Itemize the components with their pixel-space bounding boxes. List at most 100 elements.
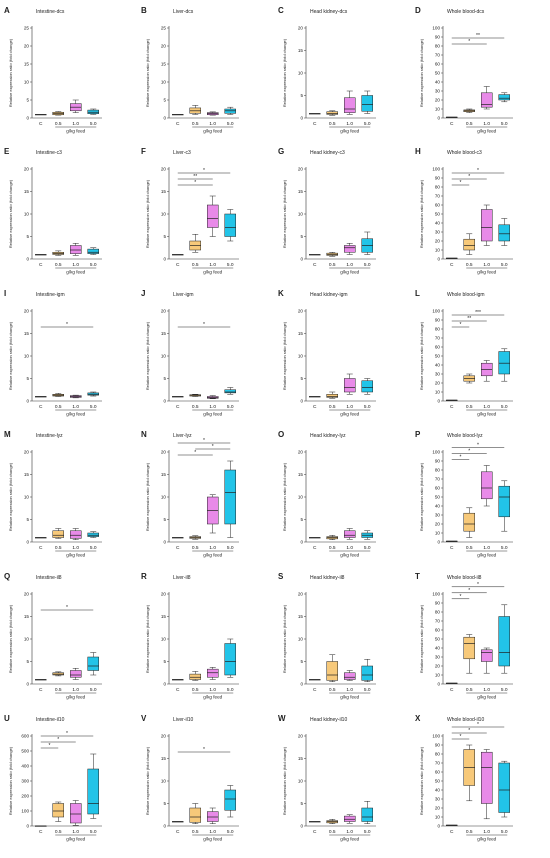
y-axis-label: Relative expression ratio (fold change) <box>145 179 150 248</box>
y-tick-label: 90 <box>435 601 441 606</box>
x-axis-label: g/kg feed <box>203 553 222 558</box>
y-tick-label: 90 <box>435 459 441 464</box>
y-tick-label: 0 <box>163 399 166 404</box>
y-tick-label: 5 <box>163 376 166 381</box>
significance-label: * <box>460 322 462 328</box>
panel-title: Liver-c3 <box>173 150 191 156</box>
panel-letter: I <box>4 289 6 298</box>
y-tick-label: 0 <box>437 399 440 404</box>
box-1.0 <box>481 209 493 242</box>
panel-title: Whole blood-il8 <box>447 575 482 581</box>
panel-title: Liver-lyz <box>173 433 192 439</box>
y-tick-label: 500 <box>21 749 29 754</box>
y-tick-label: 20 <box>435 806 441 811</box>
x-tick-label: 0.5 <box>466 829 473 835</box>
box-5.0 <box>224 643 236 676</box>
y-tick-label: 40 <box>435 80 441 85</box>
x-tick-label: 5.0 <box>364 829 371 835</box>
y-tick-label: 0 <box>300 540 303 545</box>
x-tick-label: 1.0 <box>209 687 216 693</box>
y-tick-label: 40 <box>435 646 441 651</box>
panel-title: Intestine-c3 <box>36 150 62 156</box>
y-tick-label: 200 <box>21 794 29 799</box>
y-axis-label: Relative expression ratio (fold change) <box>145 38 150 107</box>
box-0.5 <box>52 530 64 538</box>
y-tick-label: 0 <box>26 824 29 829</box>
y-tick-label: 20 <box>24 309 30 314</box>
y-tick-label: 20 <box>24 44 30 49</box>
x-tick-label: 1.0 <box>483 829 490 835</box>
y-tick-label: 70 <box>435 194 441 199</box>
y-tick-label: 100 <box>432 26 440 31</box>
x-tick-label: 1.0 <box>72 829 79 835</box>
box-5.0 <box>224 108 236 114</box>
significance-label: * <box>468 174 470 180</box>
x-tick-label: 1.0 <box>483 404 490 410</box>
y-tick-label: 20 <box>435 522 441 527</box>
x-axis-label: g/kg feed <box>340 553 359 558</box>
significance-label: * <box>49 743 51 749</box>
x-tick-label: 1.0 <box>346 121 353 127</box>
significance-label: ** <box>467 316 471 322</box>
significance-label: * <box>66 322 68 328</box>
panel-letter: C <box>278 6 284 15</box>
y-tick-label: 60 <box>435 62 441 67</box>
panel-title: Liver-il8 <box>173 575 191 581</box>
y-tick-label: 100 <box>432 450 440 455</box>
y-axis-label: Relative expression ratio (fold change) <box>282 321 287 390</box>
panel-R: R Liver-il8 Relative expression ratio (fol… <box>141 572 239 700</box>
y-axis-label: Relative expression ratio (fold change) <box>282 604 287 673</box>
panel-letter: G <box>278 147 284 156</box>
panel-title: Intestine-dcs <box>36 9 65 15</box>
x-tick-label: 1.0 <box>72 121 79 127</box>
y-tick-label: 100 <box>432 309 440 314</box>
x-axis-label: g/kg feed <box>340 695 359 700</box>
y-tick-label: 10 <box>161 354 167 359</box>
y-tick-label: 5 <box>163 801 166 806</box>
x-tick-label: 0.5 <box>329 829 336 835</box>
x-tick-label: 1.0 <box>483 545 490 551</box>
x-tick-label: 5.0 <box>364 687 371 693</box>
panel-X: X Whole blood-il10 Relative expression rat… <box>415 714 513 842</box>
y-tick-label: 15 <box>298 756 304 761</box>
box-5.0 <box>498 351 510 375</box>
box-5.0 <box>498 224 510 242</box>
panel-F: F Liver-c3 Relative expression ratio (fold… <box>141 147 239 275</box>
y-tick-label: 10 <box>435 815 441 820</box>
y-axis-label: Relative expression ratio (fold change) <box>282 38 287 107</box>
x-tick-label: 0.5 <box>466 121 473 127</box>
y-tick-label: 15 <box>161 756 167 761</box>
x-tick-label: 5.0 <box>90 121 97 127</box>
panel-D: D Whole blood-dcs Relative expression rati… <box>415 6 513 134</box>
y-axis-label: Relative expression ratio (fold change) <box>419 462 424 531</box>
y-tick-label: 15 <box>298 472 304 477</box>
x-tick-label: 1.0 <box>346 404 353 410</box>
y-tick-label: 5 <box>300 234 303 239</box>
y-tick-label: 30 <box>435 89 441 94</box>
panel-title: Whole blood-lyz <box>447 433 483 439</box>
x-axis-label: g/kg feed <box>477 270 496 275</box>
x-tick-label: 5.0 <box>501 545 508 551</box>
x-tick-label: 5.0 <box>501 687 508 693</box>
y-tick-label: 5 <box>26 659 29 664</box>
x-tick-label: 1.0 <box>72 262 79 268</box>
panel-title: Intestine-igm <box>36 292 65 298</box>
y-tick-label: 15 <box>161 62 167 67</box>
x-axis-label: g/kg feed <box>66 695 85 700</box>
x-tick-label: 5.0 <box>90 687 97 693</box>
box-5.0 <box>224 789 236 811</box>
x-axis-label: g/kg feed <box>477 129 496 134</box>
x-tick-label: 0.5 <box>329 687 336 693</box>
y-tick-label: 15 <box>24 472 30 477</box>
y-axis-label: Relative expression ratio (fold change) <box>8 38 13 107</box>
panel-E: E Intestine-c3 Relative expression ratio (… <box>4 147 102 275</box>
x-tick-label: 5.0 <box>501 262 508 268</box>
x-tick-label: C <box>176 262 180 268</box>
y-tick-label: 0 <box>437 116 440 121</box>
y-tick-label: 60 <box>435 203 441 208</box>
box-5.0 <box>498 485 510 518</box>
x-tick-label: 1.0 <box>72 404 79 410</box>
panel-letter: R <box>141 572 147 581</box>
box-5.0 <box>87 768 99 815</box>
y-tick-label: 20 <box>298 167 304 172</box>
